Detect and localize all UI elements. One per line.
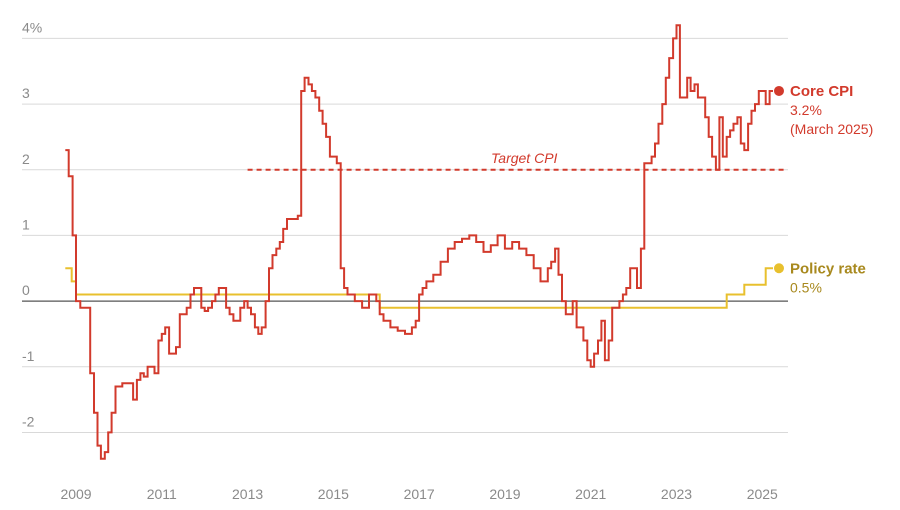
x-tick-label: 2015 bbox=[318, 486, 349, 502]
x-tick-label: 2023 bbox=[661, 486, 692, 502]
y-tick-label: 2 bbox=[22, 151, 30, 167]
y-tick-label: 3 bbox=[22, 85, 30, 101]
y-tick-label: -1 bbox=[22, 348, 35, 364]
x-tick-label: 2013 bbox=[232, 486, 263, 502]
policy-rate-value-label: 0.5% bbox=[790, 279, 822, 295]
x-tick-label: 2009 bbox=[60, 486, 91, 502]
x-tick-label: 2011 bbox=[147, 486, 177, 502]
core-cpi-value-label: 3.2% bbox=[790, 102, 822, 118]
core-cpi-end-marker bbox=[773, 85, 784, 96]
y-tick-label: 1 bbox=[22, 216, 30, 232]
core-cpi-line bbox=[65, 24, 773, 460]
policy-rate-series-label: Policy rate bbox=[790, 260, 866, 277]
x-tick-label: 2017 bbox=[404, 486, 435, 502]
y-tick-label: 0 bbox=[22, 282, 30, 298]
policy-rate-line bbox=[65, 267, 773, 309]
x-tick-label: 2021 bbox=[575, 486, 606, 502]
core-cpi-series-label: Core CPI bbox=[790, 83, 853, 100]
series-layer bbox=[65, 24, 784, 460]
policy-rate-end-marker bbox=[773, 263, 784, 274]
core-cpi-date-label: (March 2025) bbox=[790, 121, 873, 137]
x-axis-ticks: 2009 2011 2013 2015 2017 2019 2021 2023 2025 bbox=[60, 486, 778, 502]
y-axis-ticks: 4% 3 2 1 0 -1 -2 bbox=[22, 19, 42, 429]
gridlines bbox=[22, 37, 788, 433]
x-tick-label: 2025 bbox=[747, 486, 778, 502]
y-tick-label: 4% bbox=[22, 19, 42, 35]
x-tick-label: 2019 bbox=[489, 486, 520, 502]
target-cpi-label: Target CPI bbox=[491, 150, 558, 166]
y-tick-label: -2 bbox=[22, 413, 35, 429]
